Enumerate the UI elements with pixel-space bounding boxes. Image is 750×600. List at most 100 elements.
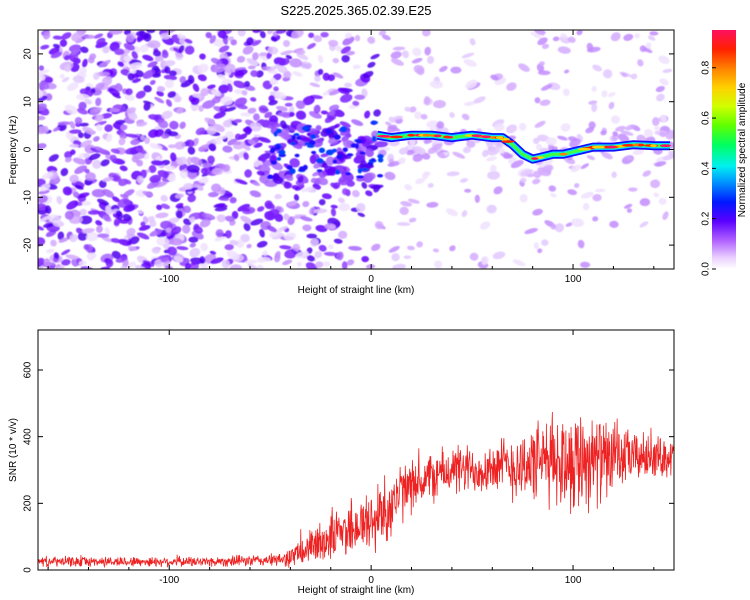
spectrogram-cell (571, 218, 585, 227)
spectrogram-cell (151, 160, 165, 166)
spectrogram-cell (393, 115, 404, 120)
spectrogram-cell (204, 117, 216, 126)
spectrogram-cell (345, 172, 351, 176)
spectrogram-cell (384, 171, 396, 181)
snr-ytick-label: 200 (23, 495, 34, 512)
spectrogram-cell (256, 240, 268, 248)
spectrogram-cell (503, 153, 514, 159)
spectrogram-cell (370, 158, 376, 162)
spectrogram-cell (658, 197, 667, 205)
spectrogram-cell (357, 168, 363, 174)
spectrogram-cell (189, 216, 196, 223)
snr-xtick-label: 0 (368, 575, 374, 586)
spectrogram-cell (346, 153, 354, 157)
spectrogram-cell (336, 151, 348, 159)
spectrogram-cell (151, 247, 161, 254)
spectrogram-cell (164, 79, 174, 89)
spectrogram-cell (183, 182, 194, 190)
spectrogram-cell (625, 155, 634, 160)
spectrogram-cell (284, 249, 298, 259)
spectrogram-cell (120, 124, 128, 131)
spectrogram-cell (104, 227, 111, 235)
spectrogram-cell (233, 80, 246, 89)
spectrogram-cell (64, 104, 78, 115)
spectrogram-cell (80, 46, 89, 54)
spectrogram-cell (289, 158, 300, 168)
spectrogram-cell (206, 125, 217, 135)
spectrogram-cell (140, 221, 146, 227)
spectrogram-cell (183, 205, 192, 213)
spectrogram-cell (236, 55, 246, 63)
spectrogram-cell (351, 119, 364, 126)
spectrogram-cell (211, 89, 222, 97)
spectrogram-cell (227, 83, 233, 93)
spectrogram-cell (625, 124, 635, 131)
spectrogram-cell (279, 245, 292, 250)
spectrogram-cell (184, 45, 195, 55)
spectrogram-cell (431, 143, 443, 151)
spectrogram-cell (89, 107, 100, 116)
spectrogram-cell (591, 85, 597, 92)
spectrogram-cell (398, 147, 408, 155)
spectrogram-cell (321, 193, 332, 200)
spectrogram-cell (137, 209, 144, 215)
spectrogram-cell (157, 170, 170, 179)
spectrogram-cell (140, 135, 146, 141)
spectrogram-cell (312, 138, 323, 148)
spectrogram-cell (658, 55, 670, 65)
spectrogram-cell (335, 169, 340, 175)
spectrogram-cell (327, 74, 336, 82)
spectrogram-cell (339, 126, 348, 133)
spectrogram-cell (371, 243, 381, 251)
spectrogram-cell (334, 123, 341, 128)
spectrogram-cell (195, 127, 206, 136)
spectrogram-cell (76, 108, 88, 115)
spectrogram-cell (131, 73, 140, 79)
spectrogram-cell (75, 93, 90, 101)
spectrogram-cell (377, 174, 384, 178)
spectrogram-cell (359, 151, 366, 155)
spectrogram-cell (292, 243, 301, 252)
spectrogram-cell (420, 113, 428, 120)
spectrogram-cell (130, 139, 141, 146)
spectrogram-cell (313, 162, 323, 169)
signal-track-peak (607, 145, 617, 149)
spectrogram-cell (217, 197, 230, 201)
spectrogram-cell (352, 64, 361, 70)
spectrogram-cell (398, 157, 406, 165)
spectrogram-cell (436, 121, 445, 129)
snr-ytick-label: 400 (23, 428, 34, 445)
spectrogram-cell (240, 215, 253, 225)
spectrogram-cell (217, 74, 226, 80)
spectrogram-cell (72, 157, 87, 165)
spectrogram-cell (207, 84, 216, 90)
spectrogram-cell (95, 225, 103, 233)
spectrogram-cell (38, 257, 45, 268)
spectrogram-cell (117, 211, 123, 221)
spectrogram-cell (38, 115, 46, 121)
spectrogram-cell (250, 70, 259, 77)
spectrogram-cell (354, 94, 366, 100)
spectrogram-cell (402, 50, 409, 59)
spectrogram-cell (413, 64, 425, 74)
spectrogram-cell (268, 63, 281, 72)
spectrogram-cell (426, 120, 438, 128)
spectrogram-cell (294, 153, 300, 158)
spectrogram-cell (249, 122, 262, 132)
spectrogram-cell (50, 239, 57, 247)
spectrogram-cell (82, 34, 96, 39)
spectrogram-cell (65, 254, 80, 260)
spectrogram-cell (567, 189, 578, 196)
spectrogram-x-axis-label: Height of straight line (km) (298, 285, 415, 296)
spectrogram-cell (61, 249, 71, 256)
spectrogram-cell (306, 42, 316, 50)
spectrogram-cell (287, 138, 299, 146)
spectrogram-cell (481, 256, 489, 266)
spectrogram-cell (38, 81, 50, 90)
spectrogram-cell (123, 204, 136, 213)
spectrogram-cell (176, 107, 184, 114)
spectrogram-cell (333, 134, 341, 140)
spectrogram-cell (548, 185, 557, 192)
spectrogram-cell (244, 259, 258, 264)
spectrogram-cell (215, 229, 224, 238)
